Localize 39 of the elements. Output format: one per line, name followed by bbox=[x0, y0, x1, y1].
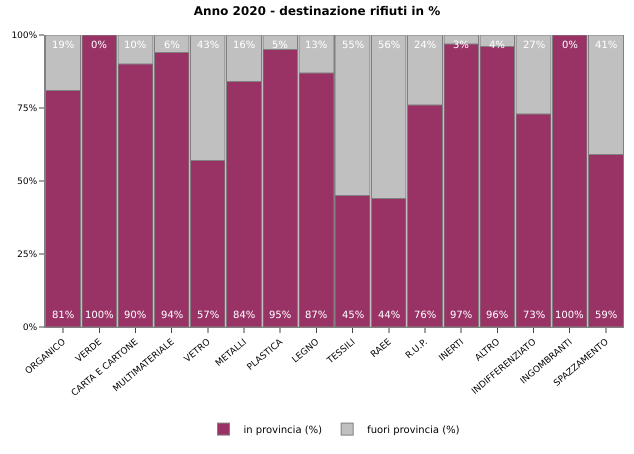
y-tick-label: 0% bbox=[22, 323, 38, 334]
y-tick-label: 25% bbox=[17, 250, 38, 260]
data-label: 100% bbox=[555, 310, 584, 321]
data-label: 100% bbox=[85, 310, 114, 321]
data-label: 43% bbox=[197, 40, 220, 51]
y-tick-label: 100% bbox=[11, 31, 38, 42]
data-label: 13% bbox=[305, 40, 328, 51]
y-tick-label: 50% bbox=[17, 177, 38, 188]
data-label: 96% bbox=[486, 310, 508, 321]
data-label: 41% bbox=[595, 40, 618, 51]
data-label: 84% bbox=[233, 310, 256, 321]
chart-title: Anno 2020 - destinazione rifiuti in % bbox=[194, 4, 440, 18]
data-label: 19% bbox=[52, 40, 74, 51]
data-label: 73% bbox=[523, 310, 546, 321]
data-label: 24% bbox=[414, 40, 436, 51]
data-label: 59% bbox=[595, 310, 618, 321]
data-label: 10% bbox=[124, 40, 146, 51]
data-label: 95% bbox=[269, 310, 292, 321]
data-label: 0% bbox=[562, 40, 578, 51]
data-label: 87% bbox=[305, 310, 328, 321]
data-label: 97% bbox=[450, 310, 472, 321]
data-label: 81% bbox=[52, 310, 74, 321]
legend-label: in provincia (%) bbox=[244, 425, 322, 436]
data-label: 5% bbox=[272, 40, 288, 51]
data-label: 0% bbox=[91, 40, 107, 51]
data-label: 56% bbox=[378, 40, 400, 51]
data-label: 3% bbox=[453, 40, 469, 51]
data-label: 6% bbox=[164, 40, 180, 51]
data-label: 27% bbox=[523, 40, 546, 51]
data-label: 55% bbox=[342, 40, 364, 51]
data-label: 57% bbox=[197, 310, 220, 321]
data-label: 44% bbox=[378, 310, 400, 321]
y-tick-label: 75% bbox=[17, 104, 38, 114]
data-label: 94% bbox=[161, 310, 184, 321]
legend-label: fuori provincia (%) bbox=[367, 425, 460, 436]
data-label: 90% bbox=[124, 310, 146, 321]
data-label: 76% bbox=[414, 310, 436, 321]
data-label: 16% bbox=[233, 40, 256, 51]
data-label: 45% bbox=[342, 310, 364, 321]
